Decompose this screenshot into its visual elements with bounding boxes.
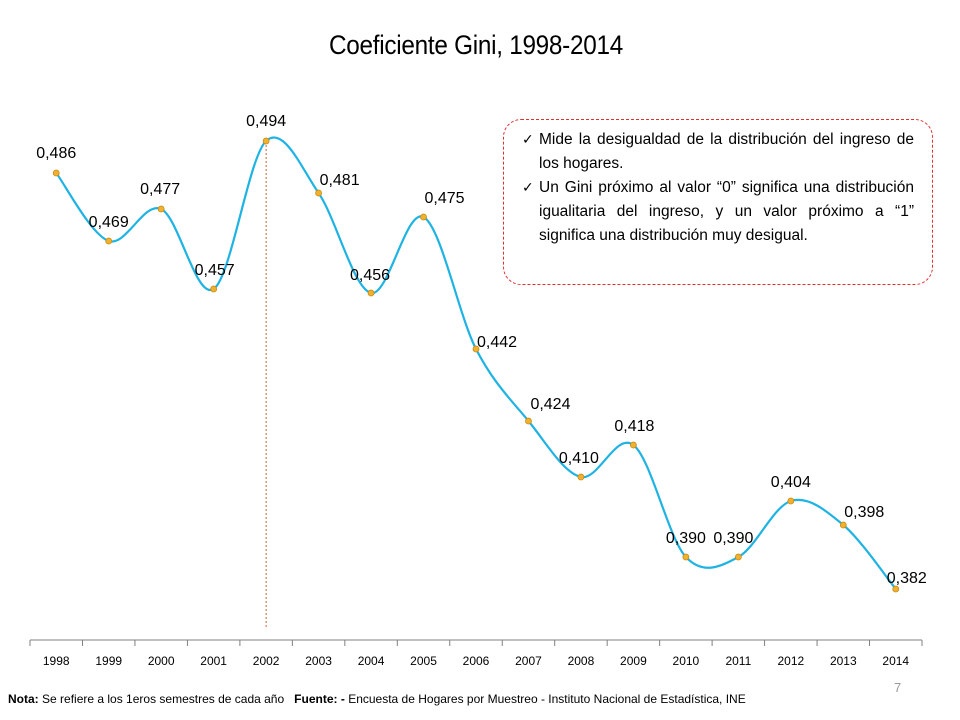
x-tick-label: 2011: [725, 654, 751, 668]
data-point-marker: [210, 285, 218, 293]
data-label: 0,456: [350, 267, 390, 284]
x-tick-label: 2004: [358, 654, 385, 668]
x-tick-label: 2006: [463, 654, 490, 668]
data-point-marker: [105, 237, 113, 245]
x-tick-label: 2014: [882, 654, 909, 668]
data-label: 0,390: [713, 530, 753, 547]
nota-label: Nota:: [8, 692, 39, 706]
data-point-marker: [367, 289, 375, 297]
data-point-marker: [52, 169, 60, 177]
data-label: 0,424: [530, 396, 570, 413]
x-tick-label: 2000: [148, 654, 175, 668]
nota-text: Se refiere a los 1eros semestres de cada…: [42, 692, 285, 706]
x-tick-label: 2009: [620, 654, 647, 668]
x-tick-label: 2003: [305, 654, 332, 668]
data-label: 0,398: [844, 504, 884, 521]
x-tick-label: 2012: [777, 654, 804, 668]
x-tick-label: 2001: [200, 654, 227, 668]
data-point-marker: [787, 497, 795, 505]
x-tick-label: 2008: [568, 654, 595, 668]
data-point-marker: [682, 553, 690, 561]
data-label: 0,475: [425, 190, 465, 207]
data-label: 0,442: [477, 334, 517, 351]
fuente-label: Fuente: -: [294, 692, 345, 706]
data-label: 0,457: [195, 262, 235, 279]
fuente-text: Encuesta de Hogares por Muestreo - Insti…: [348, 692, 746, 706]
data-point-marker: [525, 417, 532, 425]
checkmark-icon: ✓: [522, 132, 534, 148]
x-tick-label: 2013: [830, 654, 857, 668]
data-label: 0,418: [614, 418, 654, 435]
data-point-marker: [630, 441, 637, 449]
x-tick-label: 2005: [410, 654, 437, 668]
x-tick-label: 2007: [515, 654, 542, 668]
data-label: 0,481: [320, 172, 360, 189]
info-item-text: Un Gini próximo al valor “0” significa u…: [539, 179, 914, 244]
data-label: 0,477: [140, 181, 180, 198]
data-label: 0,404: [771, 474, 811, 491]
info-item-1: ✓ Mide la desigualdad de la distribución…: [522, 128, 914, 176]
data-point-marker: [577, 473, 585, 481]
data-point-marker: [734, 553, 742, 561]
data-point-marker: [472, 345, 480, 353]
info-item-2: ✓ Un Gini próximo al valor “0” significa…: [522, 176, 914, 248]
data-point-marker: [892, 585, 900, 593]
data-label: 0,382: [887, 570, 927, 587]
checkmark-icon: ✓: [522, 180, 534, 196]
data-label: 0,494: [246, 113, 286, 130]
data-point-marker: [839, 521, 847, 529]
data-label: 0,469: [89, 214, 129, 231]
info-item-text: Mide la desigualdad de la distribución d…: [539, 131, 914, 172]
x-tick-label: 1999: [95, 654, 122, 668]
data-point-marker: [157, 205, 165, 213]
data-label: 0,486: [36, 145, 76, 162]
data-point-marker: [315, 189, 322, 197]
footnote: Nota: Se refiere a los 1eros semestres d…: [8, 692, 746, 706]
data-point-marker: [420, 213, 427, 221]
chart-title: Coeficiente Gini, 1998-2014: [329, 30, 623, 60]
x-tick-label: 2010: [673, 654, 700, 668]
info-box: ✓ Mide la desigualdad de la distribución…: [503, 119, 933, 285]
page-number: 7: [894, 680, 902, 695]
x-tick-label: 1998: [43, 654, 70, 668]
data-label: 0,390: [666, 530, 706, 547]
x-tick-label: 2002: [253, 654, 280, 668]
data-point-marker: [262, 137, 270, 145]
data-label: 0,410: [559, 450, 599, 467]
